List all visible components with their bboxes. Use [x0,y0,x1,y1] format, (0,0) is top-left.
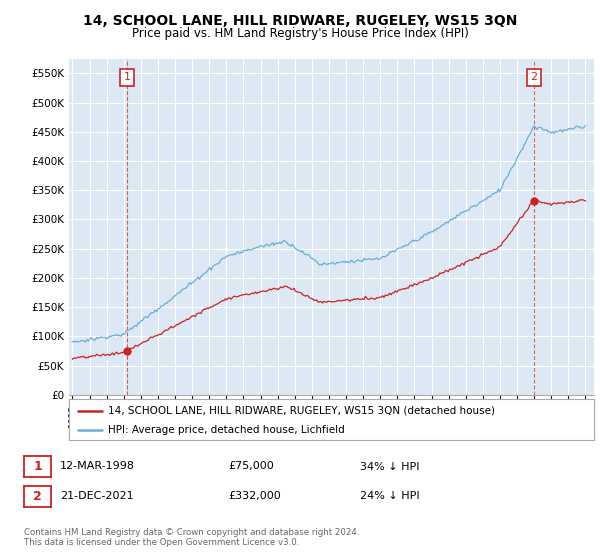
Text: Price paid vs. HM Land Registry's House Price Index (HPI): Price paid vs. HM Land Registry's House … [131,27,469,40]
Text: 21-DEC-2021: 21-DEC-2021 [60,491,134,501]
Text: 34% ↓ HPI: 34% ↓ HPI [360,461,419,472]
Text: £332,000: £332,000 [228,491,281,501]
Text: HPI: Average price, detached house, Lichfield: HPI: Average price, detached house, Lich… [109,424,345,435]
Text: 24% ↓ HPI: 24% ↓ HPI [360,491,419,501]
Text: Contains HM Land Registry data © Crown copyright and database right 2024.
This d: Contains HM Land Registry data © Crown c… [24,528,359,547]
Text: 12-MAR-1998: 12-MAR-1998 [60,461,135,472]
Text: 1: 1 [33,460,42,473]
Text: 14, SCHOOL LANE, HILL RIDWARE, RUGELEY, WS15 3QN: 14, SCHOOL LANE, HILL RIDWARE, RUGELEY, … [83,14,517,28]
Text: 14, SCHOOL LANE, HILL RIDWARE, RUGELEY, WS15 3QN (detached house): 14, SCHOOL LANE, HILL RIDWARE, RUGELEY, … [109,405,496,416]
Text: 2: 2 [530,72,537,82]
Text: 2: 2 [33,489,42,503]
Text: 1: 1 [124,72,130,82]
Text: £75,000: £75,000 [228,461,274,472]
